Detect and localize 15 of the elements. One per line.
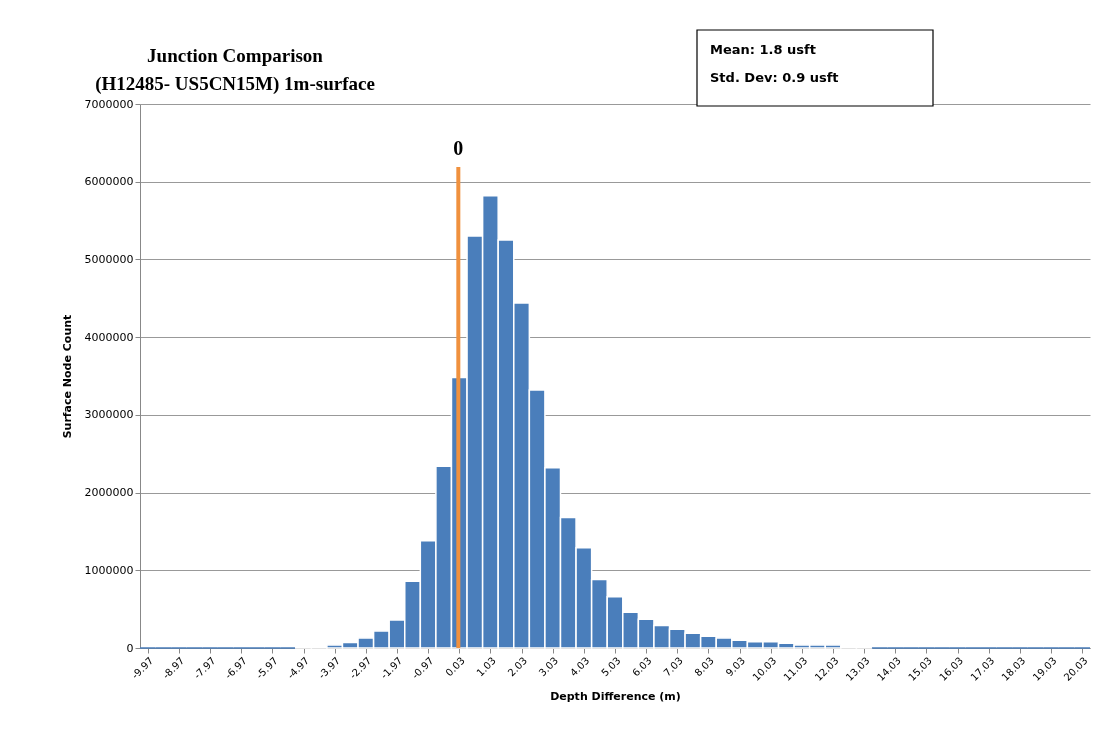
y-tick-label: 1000000 bbox=[84, 563, 134, 577]
y-tick-label: 7000000 bbox=[84, 97, 134, 111]
chart-subtitle: (H12485- US5CN15M) 1m-surface bbox=[95, 73, 375, 95]
ref-line-label: 0 bbox=[453, 137, 464, 159]
y-tick-label: 0 bbox=[126, 641, 134, 655]
text: Std. Dev: 0.9 usft bbox=[710, 70, 839, 85]
y-tick-label: 2000000 bbox=[84, 486, 134, 500]
y-tick-label: 5000000 bbox=[84, 252, 134, 266]
chart-title: Junction Comparison bbox=[147, 45, 324, 66]
y-tick-label: 4000000 bbox=[84, 330, 134, 344]
y-tick-label: 6000000 bbox=[84, 175, 134, 189]
y-axis-title: Surface Node Count bbox=[60, 314, 74, 439]
y-tick-label: 3000000 bbox=[84, 408, 134, 422]
text: Mean: 1.8 usft bbox=[710, 42, 816, 57]
x-axis-title: Depth Difference (m) bbox=[550, 689, 681, 703]
